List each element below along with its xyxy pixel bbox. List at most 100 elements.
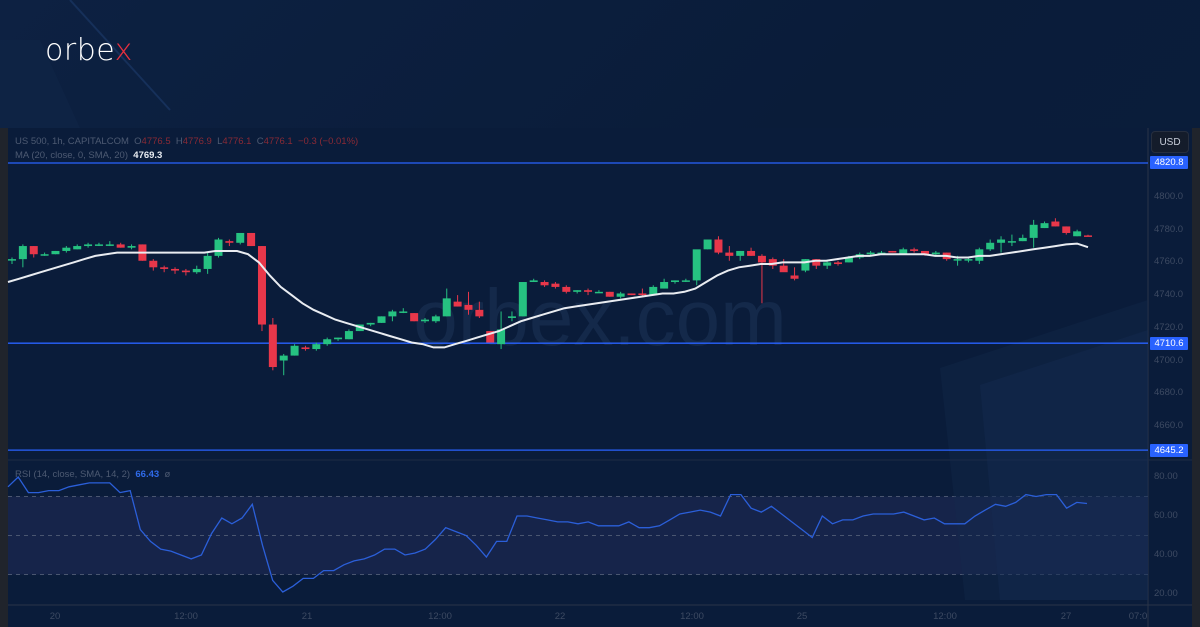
ma-line — [7, 242, 1089, 349]
candle-body — [127, 246, 136, 248]
candle-body — [486, 331, 495, 343]
candle-body — [442, 298, 451, 317]
high-value: 4776.9 — [182, 136, 212, 147]
candle-body — [747, 250, 756, 256]
candle-body — [1073, 231, 1082, 237]
candle-body — [84, 244, 93, 247]
candle-body — [714, 239, 723, 253]
price-tick-label: 4780.0 — [1154, 223, 1184, 235]
candle-body — [236, 232, 245, 243]
change-value: −0.3 (−0.01%) — [297, 136, 359, 147]
time-tick-label: 22 — [554, 611, 566, 622]
candle-body — [529, 280, 538, 283]
candle-body — [931, 252, 940, 255]
candle-body — [779, 265, 788, 273]
candle-body — [540, 282, 549, 286]
close-value: 4776.1 — [263, 136, 293, 147]
low-label: L — [217, 136, 223, 147]
candle-body — [584, 290, 593, 292]
candle-body — [312, 344, 321, 350]
candle-body — [181, 270, 190, 273]
rsi-tick-label: 80.00 — [1154, 471, 1178, 482]
candle-body — [116, 244, 125, 248]
right-frame-edge — [1192, 128, 1200, 627]
currency-button[interactable]: USD — [1151, 131, 1189, 153]
candle-body — [1062, 226, 1071, 233]
watermark: orbex.com — [413, 273, 786, 362]
candle-body — [834, 262, 843, 265]
candle-body — [40, 254, 49, 256]
rsi-settings-icon[interactable]: ø — [164, 469, 171, 480]
time-tick-label: 12:00 — [933, 611, 957, 622]
price-tick-label: 4740.0 — [1154, 289, 1184, 301]
candle-body — [344, 331, 353, 340]
candle-body — [888, 250, 897, 253]
candle-body — [844, 257, 853, 263]
candle-body — [768, 259, 777, 266]
candle-body — [910, 249, 919, 251]
candle-body — [681, 280, 690, 282]
candle-body — [725, 252, 734, 256]
candle-body — [1051, 221, 1060, 227]
candle-body — [660, 282, 669, 289]
candle-body — [497, 329, 506, 345]
candle-body — [518, 282, 527, 317]
candle-body — [453, 301, 462, 307]
rsi-legend[interactable]: RSI (14, close, SMA, 14, 2) 66.43 ø — [15, 469, 170, 480]
time-tick-label: 12:00 — [174, 611, 198, 622]
time-tick-label: 12:00 — [428, 611, 452, 622]
rsi-tick-label: 60.00 — [1154, 510, 1178, 521]
price-tick-label: 4760.0 — [1154, 256, 1184, 268]
price-tick-label: 4660.0 — [1154, 419, 1184, 431]
price-level-tag: 4820.8 — [1150, 156, 1188, 170]
candle-body — [866, 252, 875, 255]
time-tick-label: 12:00 — [680, 611, 704, 622]
candle-body — [29, 246, 38, 255]
candle-body — [399, 311, 408, 313]
candle-body — [62, 247, 71, 251]
candle-body — [366, 322, 375, 325]
decoration-shape — [980, 330, 1148, 600]
candle-body — [986, 242, 995, 250]
candle-body — [1029, 224, 1038, 238]
candle-body — [638, 293, 647, 296]
ma-legend[interactable]: MA (20, close, 0, SMA, 20) 4769.3 — [15, 150, 162, 161]
candle-body — [920, 250, 929, 255]
candle-body — [670, 280, 679, 283]
open-label: O — [134, 136, 142, 147]
candle-body — [997, 239, 1006, 243]
candle-body — [1040, 223, 1049, 229]
candle-body — [953, 259, 962, 261]
symbol-label: US 500, 1h, CAPITALCOM — [15, 136, 129, 147]
rsi-value: 66.43 — [135, 469, 160, 480]
candle-body — [1018, 237, 1027, 242]
candle-body — [964, 259, 973, 261]
candle-body — [73, 246, 82, 250]
candle-body — [410, 313, 419, 322]
candle-body — [334, 337, 343, 340]
candle-body — [214, 239, 223, 256]
candle-body — [736, 250, 745, 256]
candle-body — [51, 250, 60, 255]
ma-value: 4769.3 — [133, 150, 163, 161]
rsi-tick-label: 40.00 — [1154, 549, 1178, 560]
candle-body — [203, 255, 212, 269]
close-label: C — [256, 136, 264, 147]
candle-body — [812, 259, 821, 266]
time-tick-label: 07:0 — [1128, 611, 1148, 622]
candle-body — [627, 293, 636, 296]
candle-body — [301, 347, 310, 350]
low-value: 4776.1 — [222, 136, 252, 147]
candle-body — [388, 311, 397, 317]
candle-body — [551, 283, 560, 287]
candle-body — [268, 324, 277, 368]
ma-label: MA (20, close, 0, SMA, 20) — [15, 150, 128, 161]
open-value: 4776.5 — [141, 136, 171, 147]
time-tick-label: 21 — [301, 611, 313, 622]
candle-body — [757, 255, 766, 263]
price-tick-label: 4680.0 — [1154, 387, 1184, 399]
candle-body — [377, 316, 386, 323]
price-level-tag: 4645.2 — [1150, 443, 1188, 457]
candle-body — [160, 267, 169, 269]
